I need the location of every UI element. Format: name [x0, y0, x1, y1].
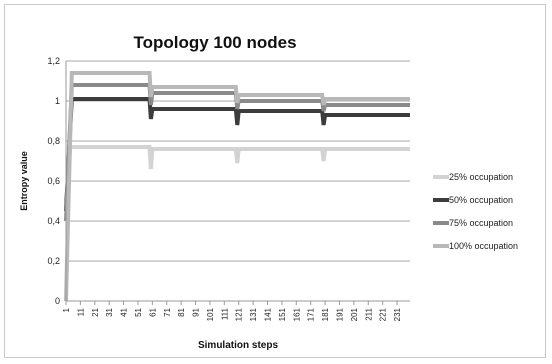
- x-tick-label: 1: [62, 307, 71, 312]
- x-tick-label: 201: [350, 307, 359, 321]
- chart-title: Topology 100 nodes: [133, 33, 296, 52]
- series-layer: [64, 71, 410, 302]
- y-tick-label: 0: [55, 296, 60, 306]
- x-tick-label: 181: [321, 307, 330, 321]
- series-line: [64, 71, 410, 302]
- x-tick-label: 11: [76, 307, 85, 316]
- y-tick-labels: 0 0,2 0,4 0,6 0,8 1 1,2: [47, 56, 60, 306]
- y-tick-label: 0,4: [47, 216, 60, 226]
- x-tick-labels: 1 11 21 31 41 51 61 71 81 91 101 111 121 131 141 151 161…: [62, 301, 402, 321]
- x-tick-label: 141: [264, 307, 273, 321]
- x-tick-label: 211: [364, 307, 373, 320]
- x-tick-label: 81: [177, 307, 186, 316]
- x-tick-label: 71: [163, 307, 172, 316]
- x-tick-label: 101: [206, 307, 215, 321]
- chart-frame: Topology 100 nodes 0 0,2 0,4 0,6 0,8 1 1,2 1 11…: [4, 4, 546, 358]
- legend-entry: 25% occupation: [449, 172, 513, 182]
- x-tick-label: 61: [148, 307, 157, 316]
- x-tick-label: 31: [105, 307, 114, 316]
- y-axis-label: Entropy value: [19, 151, 29, 211]
- legend-entry: 75% occupation: [449, 218, 513, 228]
- x-tick-label: 161: [292, 307, 301, 321]
- y-tick-label: 1: [55, 96, 60, 106]
- line-chart: Topology 100 nodes 00,20,40,60,811,2 1 11…: [19, 33, 518, 351]
- y-tick-label: 0,8: [47, 136, 60, 146]
- legend: 25% occupation 50% occupation 75% occupati…: [433, 172, 518, 251]
- x-tick-label: 151: [278, 307, 287, 321]
- series-line: [64, 145, 410, 202]
- y-tick-label: 0,2: [47, 256, 60, 266]
- legend-entry: 50% occupation: [449, 195, 513, 205]
- y-tick-label: 1,2: [47, 56, 60, 66]
- x-tick-label: 171: [307, 307, 316, 321]
- y-tick-label: 0,6: [47, 176, 60, 186]
- x-tick-label: 21: [91, 307, 100, 316]
- x-tick-label: 51: [134, 307, 143, 316]
- x-tick-label: 231: [393, 307, 402, 321]
- x-axis-label: Simulation steps: [198, 340, 278, 351]
- x-tick-label: 221: [379, 307, 388, 321]
- x-tick-label: 111: [220, 307, 229, 320]
- x-tick-label: 191: [335, 307, 344, 321]
- series-line: [64, 97, 410, 212]
- x-tick-label: 91: [192, 307, 201, 316]
- x-tick-label: 131: [249, 307, 258, 321]
- x-tick-label: 41: [120, 307, 129, 316]
- x-tick-label: 121: [235, 307, 244, 321]
- legend-entry: 100% occupation: [449, 241, 518, 251]
